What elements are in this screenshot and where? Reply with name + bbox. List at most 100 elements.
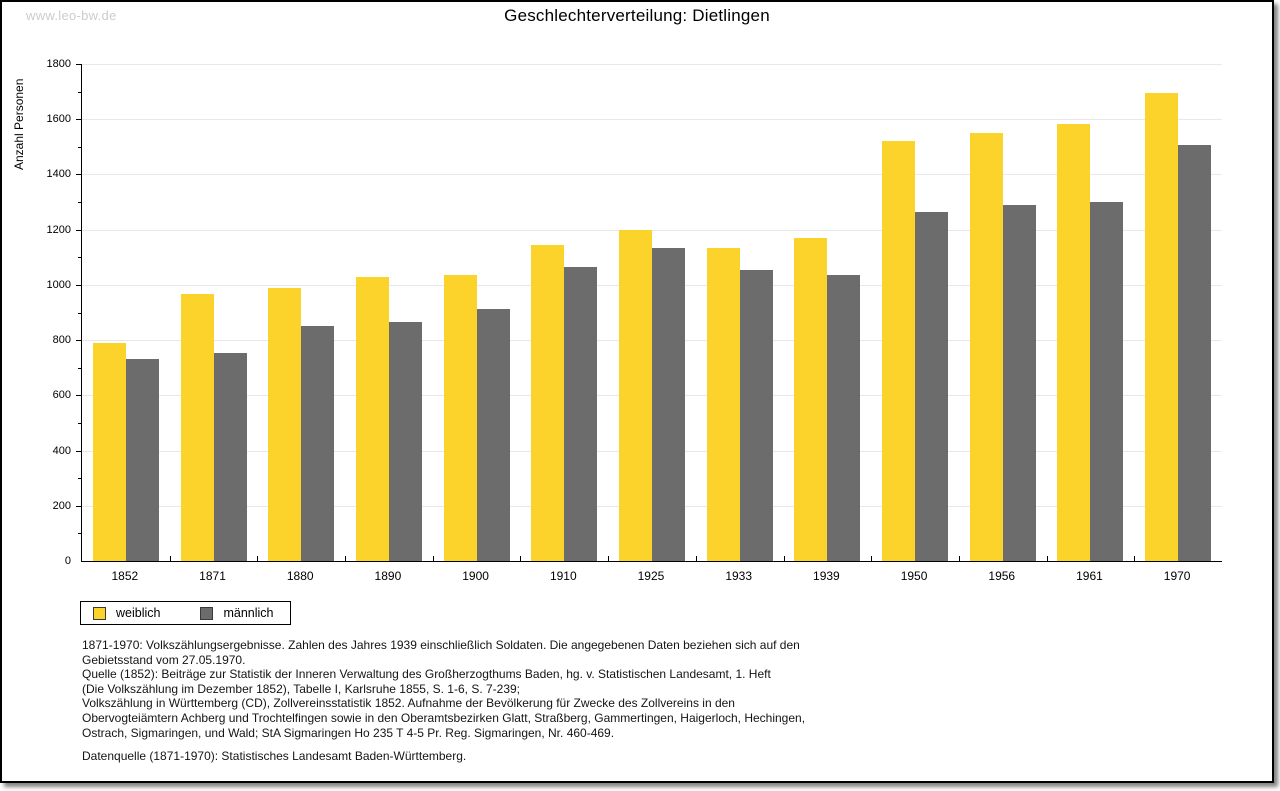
bar-weiblich-1925: [619, 230, 652, 561]
y-tick-label: 200: [52, 499, 71, 512]
bar-männlich-1910: [564, 267, 597, 561]
x-tick-label: 1925: [637, 569, 665, 583]
x-tick-label: 1900: [462, 569, 489, 583]
legend-swatch-weiblich: [93, 606, 106, 620]
bar-weiblich-1950: [882, 141, 915, 561]
y-tick-minor: [78, 478, 81, 480]
plot-area: [81, 64, 1222, 562]
x-boundary-tick: [345, 556, 346, 561]
footnote-line: 1871-1970: Volkszählungsergebnisse. Zahl…: [82, 638, 800, 652]
y-tick-major: [76, 64, 81, 65]
bar-männlich-1950: [915, 212, 948, 561]
legend-item-männlich: männlich: [200, 606, 274, 620]
bar-weiblich-1852: [93, 343, 126, 561]
bar-weiblich-1900: [444, 275, 477, 561]
y-tick-label: 400: [52, 444, 71, 457]
x-boundary-tick: [608, 556, 609, 561]
y-tick-minor: [78, 533, 81, 535]
bar-männlich-1871: [214, 353, 247, 561]
y-tick-major: [76, 284, 81, 286]
x-tick-label: 1961: [1076, 569, 1103, 583]
bar-weiblich-1939: [794, 238, 827, 561]
legend: weiblich männlich: [80, 601, 291, 625]
footnote-line: Quelle (1852): Beiträge zur Statistik de…: [82, 667, 771, 682]
bar-weiblich-1890: [356, 277, 389, 561]
gridline: [82, 119, 1222, 121]
bar-männlich-1890: [389, 322, 422, 561]
y-tick-minor: [78, 257, 81, 259]
gridline: [82, 229, 1222, 231]
bar-weiblich-1871: [181, 294, 214, 561]
y-tick-major: [76, 229, 81, 231]
y-tick-major: [76, 174, 81, 176]
y-tick-minor: [78, 146, 81, 148]
watermark-url: www.leo-bw.de: [26, 8, 117, 23]
legend-label: weiblich: [116, 606, 161, 620]
legend-label: männlich: [223, 606, 274, 620]
footnote-line: Ostrach, Sigmaringen, und Wald; StA Sigm…: [82, 725, 615, 740]
bar-weiblich-1961: [1057, 124, 1090, 561]
bar-männlich-1956: [1003, 205, 1036, 561]
gridline: [82, 174, 1222, 176]
x-boundary-tick: [1134, 556, 1135, 561]
y-tick-minor: [78, 312, 81, 314]
bar-männlich-1939: [827, 275, 860, 561]
y-tick-label: 800: [52, 334, 71, 347]
x-boundary-tick: [257, 556, 258, 561]
y-tick-major: [76, 119, 81, 121]
x-tick-label: 1871: [199, 569, 226, 583]
x-tick-label: 1910: [549, 569, 577, 583]
bar-weiblich-1956: [970, 133, 1003, 561]
y-tick-major: [76, 340, 81, 342]
y-tick-minor: [78, 91, 81, 93]
x-boundary-tick: [520, 556, 521, 561]
footnote-line: Obervogteiämtern Achberg und Trochtelfin…: [82, 710, 806, 725]
bar-weiblich-1880: [268, 288, 301, 561]
x-boundary-tick: [1047, 556, 1048, 561]
x-tick-label: 1852: [111, 569, 139, 583]
x-tick-label: 1933: [725, 569, 753, 583]
y-tick-minor: [78, 422, 81, 424]
y-tick-label: 600: [52, 389, 71, 402]
footnote-line: Gebietsstand vom 27.05.1970.: [82, 652, 246, 667]
x-boundary-tick: [433, 556, 434, 561]
y-tick-label: 1600: [46, 113, 71, 126]
x-tick-label: 1939: [813, 569, 840, 583]
y-tick-minor: [78, 367, 81, 369]
gridline: [82, 64, 1222, 65]
y-tick-label: 1200: [46, 223, 71, 236]
y-tick-label: 1000: [46, 278, 71, 291]
x-boundary-tick: [871, 556, 872, 561]
bar-weiblich-1910: [531, 245, 564, 561]
x-boundary-tick: [784, 556, 785, 561]
bar-männlich-1900: [477, 309, 510, 561]
x-tick-label: 1890: [374, 569, 402, 583]
bar-männlich-1933: [740, 270, 773, 561]
y-tick-major: [76, 395, 81, 397]
x-boundary-tick: [959, 556, 960, 561]
chart-title: Geschlechterverteilung: Dietlingen: [504, 6, 770, 25]
y-tick-major: [76, 450, 81, 452]
x-tick-label: 1970: [1163, 569, 1191, 583]
legend-item-weiblich: weiblich: [93, 606, 160, 620]
bar-männlich-1961: [1090, 202, 1123, 561]
y-tick-major: [76, 505, 81, 507]
footnote-lines: 1871-1970: Volkszählungsergebnisse. Zahl…: [82, 638, 1212, 740]
y-tick-label: 1400: [46, 168, 71, 181]
x-tick-label: 1950: [900, 569, 928, 583]
bar-männlich-1880: [301, 326, 334, 561]
x-boundary-tick: [170, 556, 171, 561]
bar-männlich-1925: [652, 248, 685, 561]
x-tick-label: 1880: [286, 569, 314, 583]
y-tick-minor: [78, 202, 81, 204]
footnotes: 1871-1970: Volkszählungsergebnisse. Zahl…: [82, 638, 1212, 764]
footnote-line: Volkszählung in Württemberg (CD), Zollve…: [82, 696, 735, 711]
x-boundary-tick: [696, 556, 697, 561]
footnote-line: (Die Volkszählung im Dezember 1852), Tab…: [82, 681, 521, 696]
bar-männlich-1852: [126, 359, 159, 561]
x-tick-label: 1956: [988, 569, 1016, 583]
bar-männlich-1970: [1178, 145, 1211, 561]
bar-weiblich-1970: [1145, 93, 1178, 561]
datasource-note: Datenquelle (1871-1970): Statistisches L…: [82, 749, 467, 764]
